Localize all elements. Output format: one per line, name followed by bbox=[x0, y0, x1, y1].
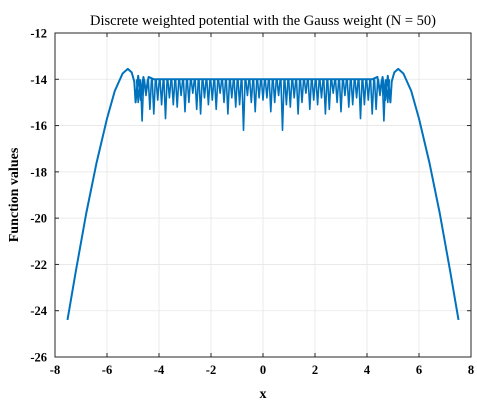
y-tick-label: -14 bbox=[30, 73, 47, 87]
oscillation-dip bbox=[365, 79, 371, 101]
oscillation-dip bbox=[381, 79, 387, 122]
oscillation-dip bbox=[155, 79, 161, 101]
oscillation-dip bbox=[377, 79, 383, 97]
oscillation-dip bbox=[287, 79, 293, 108]
oscillation-dip bbox=[276, 79, 281, 97]
oscillation-dip bbox=[342, 79, 348, 97]
oscillation-dip bbox=[159, 79, 164, 106]
oscillation-dip bbox=[209, 79, 215, 101]
oscillation-dip bbox=[143, 79, 149, 97]
oscillation-dip bbox=[198, 79, 203, 115]
oscillation-dip bbox=[358, 79, 363, 120]
oscillation-dip bbox=[256, 79, 262, 99]
x-tick-label: 4 bbox=[364, 363, 371, 377]
x-tick-label: 8 bbox=[468, 363, 474, 377]
oscillation-dip bbox=[163, 79, 168, 120]
oscillation-dip bbox=[280, 79, 285, 131]
x-tick-label: -2 bbox=[206, 363, 216, 377]
y-tick-label: -20 bbox=[30, 212, 47, 226]
oscillation-dip bbox=[326, 79, 332, 111]
oscillation-dip bbox=[245, 79, 250, 97]
oscillation-dip bbox=[385, 79, 391, 104]
oscillation-dip bbox=[334, 79, 340, 104]
oscillation-dip bbox=[167, 79, 172, 99]
ticks: -8 -6 -4 -2 0 2 4 6 8-26-24-22-20-18-16-14-12 bbox=[30, 27, 474, 378]
oscillation-dip bbox=[217, 79, 223, 94]
y-tick-label: -24 bbox=[30, 304, 47, 318]
y-tick-label: -18 bbox=[30, 165, 47, 179]
oscillation-dip bbox=[307, 79, 313, 111]
oscillation-dip bbox=[229, 79, 235, 99]
x-tick-label: -6 bbox=[102, 363, 112, 377]
oscillation-dip bbox=[272, 79, 278, 104]
y-tick-label: -12 bbox=[30, 27, 47, 41]
oscillation-dip bbox=[319, 79, 324, 99]
oscillation-dip bbox=[186, 79, 192, 104]
oscillation-dip bbox=[135, 79, 141, 104]
oscillation-dip bbox=[303, 79, 309, 94]
oscillation-dip bbox=[268, 79, 274, 113]
oscillation-dip bbox=[264, 79, 270, 99]
x-tick-label: 0 bbox=[260, 363, 266, 377]
oscillation-dip bbox=[354, 79, 359, 99]
oscillation-dip bbox=[284, 79, 289, 106]
oscillation-dip bbox=[221, 79, 227, 104]
oscillation-dip bbox=[151, 79, 157, 115]
oscillation-dip bbox=[202, 79, 207, 99]
data-layer bbox=[66, 67, 460, 321]
potential-line bbox=[66, 67, 460, 321]
oscillation-dip bbox=[252, 79, 258, 113]
y-tick-label: -16 bbox=[30, 119, 47, 133]
x-tick-label: 2 bbox=[312, 363, 318, 377]
oscillation-dip bbox=[291, 79, 297, 99]
x-tick-label: -4 bbox=[154, 363, 165, 377]
oscillation-dip bbox=[190, 79, 196, 94]
oscillation-dip bbox=[299, 79, 305, 104]
oscillation-dip bbox=[237, 79, 242, 106]
oscillation-dip bbox=[362, 79, 367, 106]
oscillation-dip bbox=[260, 79, 266, 101]
oscillation-dip bbox=[206, 79, 211, 106]
x-tick-label: -8 bbox=[50, 363, 60, 377]
oscillation-dip bbox=[311, 79, 317, 101]
oscillation-dip bbox=[147, 79, 153, 111]
chart-title: Discrete weighted potential with the Gau… bbox=[90, 13, 436, 29]
x-axis-label: x bbox=[260, 387, 267, 402]
oscillation-dip bbox=[170, 79, 176, 106]
oscillation-dip bbox=[350, 79, 356, 106]
oscillation-dip bbox=[369, 79, 375, 115]
oscillation-dip bbox=[174, 79, 180, 108]
oscillation-dip bbox=[248, 79, 254, 104]
oscillation-dip bbox=[346, 79, 352, 108]
oscillation-dip bbox=[338, 79, 344, 113]
y-tick-label: -26 bbox=[30, 351, 47, 365]
oscillation-dip bbox=[178, 79, 184, 97]
y-axis-label: Function values bbox=[7, 147, 22, 242]
oscillation-dip bbox=[315, 79, 320, 106]
oscillation-dip bbox=[330, 79, 336, 94]
x-tick-label: 6 bbox=[416, 363, 422, 377]
oscillation-dip bbox=[295, 79, 301, 115]
y-tick-label: -22 bbox=[30, 258, 47, 272]
oscillation-dip bbox=[194, 79, 200, 111]
oscillation-dip bbox=[182, 79, 188, 113]
oscillation-dip bbox=[373, 79, 379, 111]
oscillation-dip bbox=[233, 79, 239, 108]
oscillation-dip bbox=[225, 79, 231, 115]
oscillation-dip bbox=[323, 79, 328, 115]
oscillation-dip bbox=[139, 79, 145, 122]
oscillation-dip bbox=[213, 79, 219, 111]
oscillation-dip bbox=[241, 79, 246, 131]
